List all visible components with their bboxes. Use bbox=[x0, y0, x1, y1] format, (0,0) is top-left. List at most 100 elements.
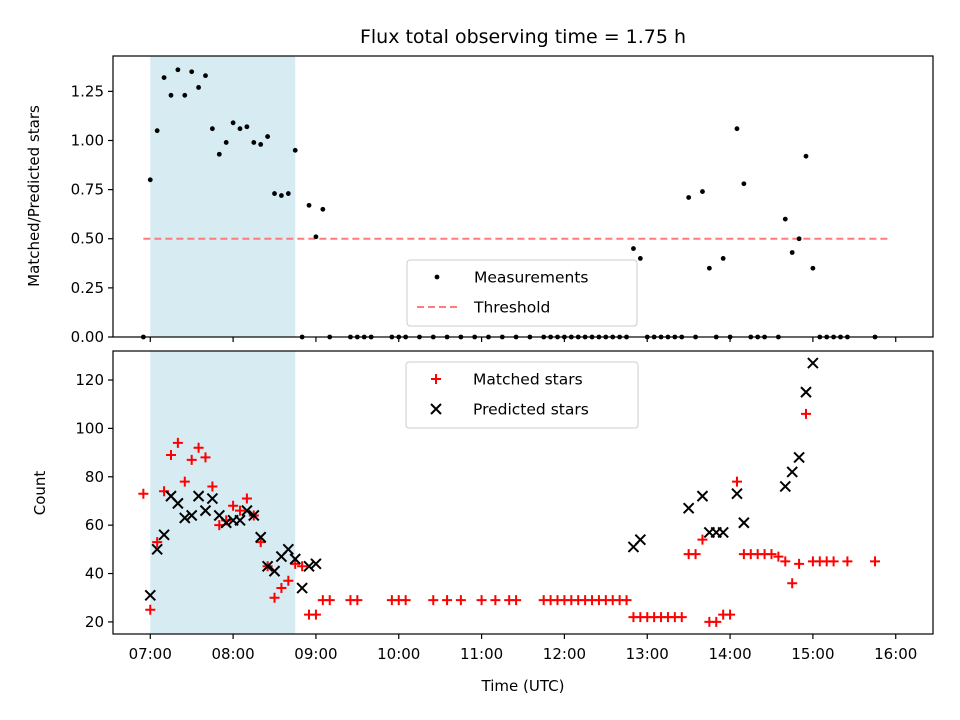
data-point bbox=[216, 151, 222, 157]
x-axis-label: Time (UTC) bbox=[481, 677, 565, 695]
data-point bbox=[179, 476, 190, 487]
legend-box bbox=[406, 259, 638, 327]
data-point bbox=[442, 595, 453, 606]
x-tick-label: 10:00 bbox=[377, 645, 420, 663]
legend-box bbox=[405, 361, 639, 429]
axes-frame bbox=[112, 55, 934, 338]
data-point bbox=[276, 583, 287, 594]
data-point bbox=[800, 386, 812, 398]
observing-window-span bbox=[150, 351, 296, 634]
legend-marker bbox=[434, 274, 440, 280]
data-point bbox=[780, 556, 791, 567]
y-tick-label: 60 bbox=[85, 516, 104, 534]
data-point bbox=[209, 126, 215, 132]
data-point bbox=[261, 560, 274, 572]
data-point bbox=[185, 509, 198, 522]
data-point bbox=[320, 206, 326, 212]
x-tick-label: 09:00 bbox=[294, 645, 337, 663]
data-point bbox=[455, 595, 466, 606]
data-point bbox=[717, 526, 729, 539]
data-point bbox=[251, 140, 257, 145]
data-point bbox=[285, 191, 291, 196]
data-point bbox=[779, 480, 791, 493]
data-point bbox=[151, 543, 163, 556]
data-point bbox=[220, 517, 232, 529]
y-axis-label-ratio: Matched/Predicted stars bbox=[25, 105, 43, 287]
data-point bbox=[244, 124, 250, 130]
data-point bbox=[223, 140, 229, 145]
data-point bbox=[828, 556, 839, 567]
data-point bbox=[682, 502, 695, 514]
data-point bbox=[725, 609, 736, 620]
x-tick-label: 16:00 bbox=[874, 645, 917, 663]
data-point bbox=[511, 595, 522, 606]
data-point bbox=[842, 556, 853, 567]
data-point bbox=[207, 481, 218, 492]
data-point bbox=[154, 128, 160, 134]
data-point bbox=[766, 549, 777, 560]
data-point bbox=[634, 533, 647, 546]
data-point bbox=[172, 497, 184, 510]
data-point bbox=[310, 609, 321, 620]
data-point bbox=[255, 537, 266, 548]
y-tick-label: 1.25 bbox=[71, 82, 104, 100]
ratio-panel: 0.00 0.25 0.50 0.75 1.00 1.25 Measurements Thre… bbox=[71, 55, 934, 346]
data-point bbox=[234, 514, 246, 527]
y-tick-label: 0.25 bbox=[71, 279, 104, 297]
x-tick-label: 14:00 bbox=[708, 645, 751, 663]
data-point bbox=[158, 529, 170, 541]
data-point bbox=[787, 578, 798, 589]
count-panel: 20 40 60 80 100 120 07:00 08:00 09:00 10:00 11:00 1… bbox=[75, 350, 934, 663]
observing-window-span bbox=[150, 56, 296, 337]
data-point bbox=[696, 490, 709, 502]
data-point bbox=[203, 73, 208, 79]
data-point bbox=[230, 120, 236, 126]
data-point bbox=[268, 565, 281, 577]
data-point bbox=[200, 452, 211, 463]
legend-label: Measurements bbox=[474, 269, 589, 287]
data-point bbox=[428, 595, 439, 606]
data-point bbox=[289, 553, 301, 565]
data-point bbox=[228, 500, 239, 511]
data-point bbox=[793, 451, 805, 464]
data-point bbox=[165, 450, 176, 461]
series-predicted-stars bbox=[144, 357, 819, 602]
data-point bbox=[138, 488, 149, 499]
data-point bbox=[297, 561, 308, 572]
y-tick-label: 100 bbox=[75, 419, 104, 437]
data-point bbox=[741, 181, 747, 187]
data-point bbox=[192, 490, 205, 502]
y-tick-label: 80 bbox=[85, 468, 104, 486]
data-point bbox=[796, 236, 802, 242]
data-point bbox=[711, 616, 722, 627]
data-point bbox=[303, 560, 315, 572]
y-axis-label-count: Count bbox=[31, 471, 49, 516]
x-tick-label: 13:00 bbox=[626, 645, 669, 663]
legend-label: Predicted stars bbox=[473, 401, 589, 419]
y-tick-label: 0.00 bbox=[71, 328, 104, 346]
data-point bbox=[810, 265, 816, 271]
x-tick-label: 07:00 bbox=[129, 645, 172, 663]
data-point bbox=[313, 234, 319, 240]
legend-label: Threshold bbox=[473, 299, 550, 317]
data-point bbox=[400, 595, 411, 606]
legend-label: Matched stars bbox=[473, 371, 583, 389]
data-point bbox=[182, 92, 188, 98]
data-point bbox=[206, 492, 219, 505]
legend-marker bbox=[431, 374, 441, 384]
data-point bbox=[789, 250, 795, 255]
y-tick-label: 40 bbox=[85, 565, 104, 583]
data-point bbox=[734, 126, 740, 132]
data-point bbox=[782, 216, 788, 222]
data-point bbox=[870, 556, 881, 567]
data-point bbox=[193, 442, 204, 453]
data-point bbox=[731, 488, 743, 500]
data-point bbox=[690, 549, 701, 560]
data-point bbox=[272, 191, 277, 196]
axes-frame bbox=[112, 350, 934, 635]
data-point bbox=[296, 582, 308, 594]
data-point bbox=[235, 505, 246, 516]
data-point bbox=[265, 134, 271, 139]
data-point bbox=[676, 612, 687, 623]
y-tick-label: 1.00 bbox=[71, 131, 104, 149]
